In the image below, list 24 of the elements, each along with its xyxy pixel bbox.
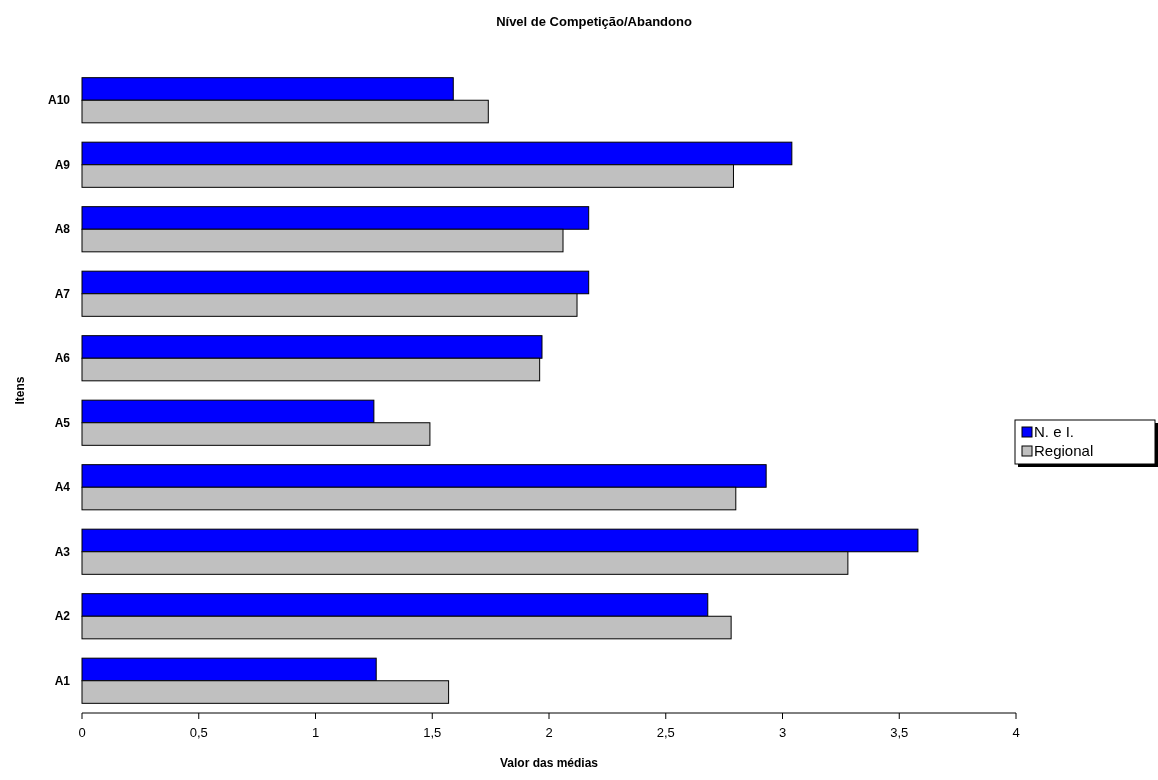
x-tick-label: 0 [78, 725, 86, 740]
y-tick-label: A8 [54, 222, 71, 237]
x-axis-title: Valor das médias [499, 756, 599, 770]
y-tick-label: A2 [54, 609, 71, 624]
x-tick-label: 1 [311, 725, 320, 740]
x-tick-label: 0,5 [189, 725, 208, 740]
x-tick-label: 3,5 [890, 725, 909, 740]
chart-title: Nível de Competição/Abandono [496, 14, 692, 29]
x-tick-label: 3 [778, 725, 787, 740]
y-tick-label: A4 [54, 480, 71, 495]
y-tick-label: A10 [47, 93, 71, 108]
x-tick-label: 2 [545, 725, 553, 740]
y-tick-label: A9 [54, 157, 71, 172]
legend-label: N. e I. [1034, 423, 1075, 440]
y-tick-label: A1 [54, 673, 71, 688]
y-tick-label: A3 [54, 544, 71, 559]
y-axis-title: Itens [13, 376, 27, 405]
legend-label: Regional [1034, 442, 1094, 459]
x-tick-label: 4 [1012, 725, 1020, 740]
y-tick-label: A6 [54, 351, 71, 366]
y-tick-label: A7 [54, 286, 71, 301]
x-tick-label: 2,5 [656, 725, 675, 740]
x-tick-label: 1,5 [423, 725, 442, 740]
y-tick-label: A5 [54, 415, 71, 430]
